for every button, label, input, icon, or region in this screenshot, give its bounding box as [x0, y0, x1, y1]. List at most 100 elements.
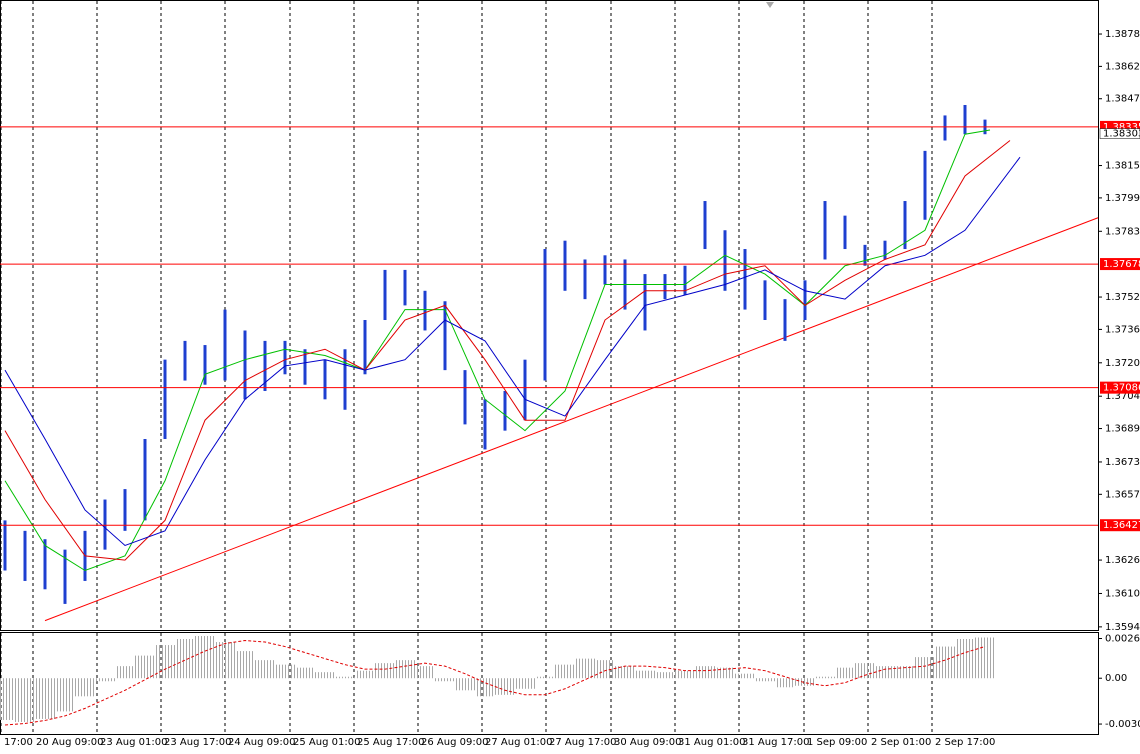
x-tick-label: 2 Sep 17:00 [935, 737, 995, 748]
current-price-label: 1.38303 [1103, 129, 1140, 140]
histogram-bar [0, 678, 15, 720]
histogram-bar [455, 678, 475, 691]
level-label-box [1100, 258, 1140, 271]
histogram-bar [875, 666, 895, 679]
histogram-bar [255, 660, 275, 679]
moving-average [4, 129, 991, 572]
y-tick-label: 1.36730 [1105, 457, 1140, 468]
histogram-bar [355, 670, 375, 679]
level-label-box [1100, 519, 1140, 532]
histogram-bar [115, 666, 135, 679]
y-tick-label: 1.38625 [1105, 61, 1140, 72]
histogram-bar [935, 646, 955, 679]
y-tick-label: 1.37205 [1105, 358, 1140, 369]
histogram-bar [195, 636, 215, 679]
y-tick-label: 1.37835 [1105, 226, 1140, 237]
x-tick-label: 25 Aug 17:00 [357, 737, 424, 748]
histogram-bar [295, 667, 315, 679]
trendline [44, 217, 1099, 622]
histogram-bar [575, 658, 595, 679]
x-tick-label: 25 Aug 01:00 [293, 737, 360, 748]
x-tick-label: 31 Aug 01:00 [678, 737, 745, 748]
histogram-bar [755, 678, 775, 682]
histogram-bar [695, 666, 715, 679]
x-tick-label: 20 Aug 09:00 [36, 737, 103, 748]
histogram-bar [415, 666, 435, 679]
x-tick-label: 1 Sep 09:00 [807, 737, 867, 748]
histogram-bar [315, 672, 335, 679]
level-label-box [1100, 381, 1140, 394]
histogram-bar [835, 667, 855, 679]
x-tick-label: 27 Aug 17:00 [549, 737, 616, 748]
histogram-bar [675, 670, 695, 679]
histogram-bar [555, 664, 575, 679]
y-tick-label: 1.38150 [1105, 161, 1140, 172]
histogram-bar [655, 672, 675, 679]
level-label: 1.36427 [1103, 520, 1140, 531]
x-tick-label: 23 Aug 17:00 [164, 737, 231, 748]
histogram-bar [275, 664, 295, 679]
histogram-bar [155, 645, 175, 679]
level-label: 1.37678 [1103, 259, 1140, 270]
x-tick-label: 24 Aug 09:00 [228, 737, 295, 748]
moving-average [4, 140, 1011, 561]
histogram-bar [215, 642, 235, 679]
level-label: 1.38335 [1103, 122, 1140, 133]
histogram-bar [435, 678, 455, 682]
y-tick-label: 1.36575 [1105, 489, 1140, 500]
histogram-bar [235, 651, 255, 679]
histogram-bar [735, 673, 755, 679]
x-tick-label: 27 Aug 01:00 [485, 737, 552, 748]
y-tick-label: 1.36890 [1105, 424, 1140, 435]
histogram-bar [95, 678, 115, 682]
histogram-bar [35, 678, 55, 719]
y-tick-label: 1.37520 [1105, 292, 1140, 303]
histogram-bar [175, 639, 195, 679]
histogram-bar [395, 660, 415, 679]
histogram-bar [715, 667, 735, 679]
y-tick-label: 1.38780 [1105, 29, 1140, 40]
y-tick-label: 1.37365 [1105, 324, 1140, 335]
shift-marker [766, 2, 774, 8]
y-tick-label: 1.36100 [1105, 588, 1140, 599]
y-tick-label: 1.35940 [1105, 622, 1140, 633]
y-tick-label: 0.00 [1105, 673, 1127, 684]
histogram-bar [615, 666, 635, 679]
histogram-bar [475, 678, 495, 697]
histogram-bar [515, 678, 535, 689]
histogram-bar [75, 678, 95, 697]
y-tick-label: -0.00304 [1105, 719, 1140, 730]
histogram-bar [895, 666, 915, 679]
histogram-bar [795, 678, 815, 686]
x-tick-label: 2 Sep 01:00 [871, 737, 931, 748]
level-label: 1.37086 [1103, 383, 1140, 394]
histogram-bar [15, 678, 35, 722]
moving-average [4, 156, 1021, 547]
x-tick-label: 30 Aug 09:00 [614, 737, 681, 748]
y-tick-label: 1.38470 [1105, 94, 1140, 105]
histogram-bar [135, 655, 155, 679]
histogram-bar [375, 663, 395, 679]
histogram-bar [595, 660, 615, 679]
histogram-bar [55, 678, 75, 712]
histogram-bar [495, 678, 515, 695]
histogram-bar [335, 676, 355, 679]
histogram-bar [955, 639, 975, 679]
y-tick-label: 1.37995 [1105, 193, 1140, 204]
y-tick-label: 1.37045 [1105, 391, 1140, 402]
histogram-bar [915, 657, 935, 679]
histogram-bar [975, 637, 995, 679]
x-tick-label: 23 Aug 01:00 [100, 737, 167, 748]
signal-line [4, 640, 986, 726]
histogram-bar [635, 670, 655, 679]
current-price-box [1099, 128, 1140, 139]
histogram-bar [535, 676, 555, 679]
x-tick-label: 31 Aug 17:00 [742, 737, 809, 748]
y-tick-label: 1.36260 [1105, 555, 1140, 566]
y-tick-label: 0.002635 [1105, 634, 1140, 645]
x-tick-label: 17:00 [4, 737, 33, 748]
histogram-bar [775, 678, 795, 688]
x-tick-label: 26 Aug 09:00 [421, 737, 488, 748]
histogram-bar [815, 676, 835, 679]
